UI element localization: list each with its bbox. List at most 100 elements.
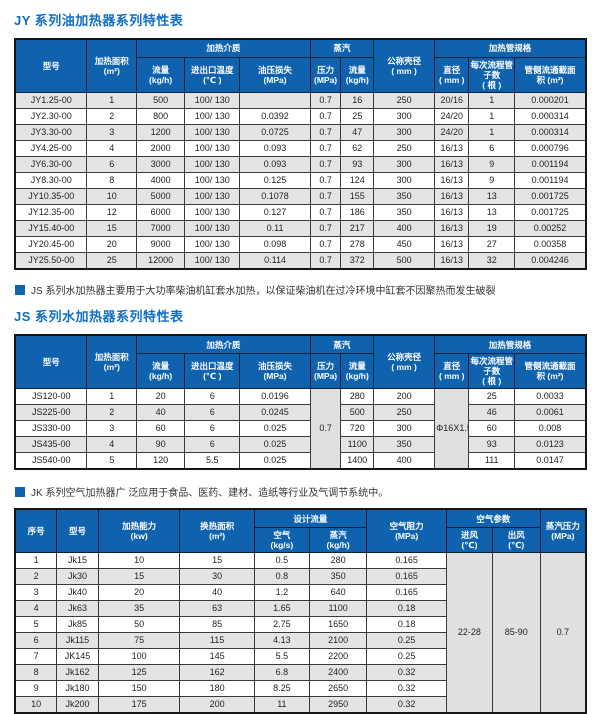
table-cell: 0.001194 — [514, 156, 587, 174]
group-design-flow: 设计流量 — [253, 508, 368, 529]
table-cell: 500 — [136, 92, 186, 110]
table-cell: JS540-00 — [14, 452, 88, 470]
col-heating-capacity: 加热能力 (kw) — [97, 508, 181, 554]
table-cell: 1.65 — [253, 600, 311, 618]
table-cell: 85 — [179, 616, 255, 634]
table-cell: Jk63 — [56, 600, 99, 618]
table-cell: 25 — [86, 252, 138, 270]
table-cell: 217 — [340, 220, 375, 238]
table-cell: 0.7 — [309, 236, 342, 254]
table-cell: 100/ 130 — [184, 172, 241, 190]
table-cell: 0.165 — [366, 552, 448, 570]
table-cell: 9 — [468, 172, 516, 190]
col-cross-section: 管侧流通截面积 (m²) — [514, 353, 587, 390]
table-cell: 2100 — [309, 632, 368, 650]
table-cell: 0.32 — [366, 696, 448, 714]
table-cell: 15 — [97, 568, 181, 586]
table-cell: 24/20 — [434, 124, 470, 142]
table-row: JS120-00 1 20 6 0.0196 0.7 280 200 Φ16X1.5 25 0.00… — [14, 388, 587, 470]
table-cell: 1 — [468, 92, 516, 110]
col-air-resistance: 空气阻力 (MPa) — [366, 508, 448, 554]
table-row: 1 Jk15 10 15 0.5 280 0.165 22-28 85-90 0.7 — [14, 552, 587, 714]
table-cell: 0.0196 — [239, 388, 311, 406]
table-cell: 300 — [373, 124, 436, 142]
table-cell: 100/ 130 — [184, 108, 241, 126]
table-row: 5 Jk85 50 85 2.75 1650 0.18 — [14, 616, 586, 634]
table-cell: 6.8 — [253, 664, 311, 682]
table-cell: 1400 — [340, 452, 375, 470]
js-note: JS 系列水加热器主要用于大功率柴油机缸套水加热，以保证柴油机在过冷环境中缸套不… — [15, 282, 587, 297]
table-cell: 16/13 — [434, 156, 470, 174]
table-cell: 4000 — [136, 172, 186, 190]
table-cell: Φ16X1.5 — [434, 388, 470, 470]
group-air-params: 空气参数 — [446, 508, 541, 529]
table-cell: 15 — [86, 220, 138, 238]
table-cell: 6000 — [136, 204, 186, 222]
table-cell: 2650 — [309, 680, 368, 698]
table-cell: 100/ 130 — [184, 252, 241, 270]
table-cell: 350 — [309, 568, 368, 586]
table-cell: 24/20 — [434, 108, 470, 126]
table-cell: 10 — [86, 188, 138, 206]
table-cell: 6 — [86, 156, 138, 174]
table-cell: 5.5 — [184, 452, 241, 470]
table-cell: 25 — [340, 108, 375, 126]
table-cell: 15 — [179, 552, 255, 570]
col-model: 型号 — [56, 508, 99, 554]
table-cell: 0.7 — [309, 188, 342, 206]
table-row: JY25.50-00 25 12000 100/ 130 0.114 0.7 372 500 1… — [14, 252, 587, 270]
table-cell: 20 — [86, 236, 138, 254]
table-cell: 5 — [14, 616, 58, 634]
table-cell: 32 — [468, 252, 516, 270]
col-air-flow: 空气 (kg/s) — [253, 527, 311, 554]
js-section-title: JS 系列水加热器系列特性表 — [14, 309, 184, 325]
table-cell: 0.11 — [239, 220, 311, 238]
table-cell: 0.025 — [239, 420, 311, 438]
table-row: JY3.30-00 3 1200 100/ 130 0.0725 0.7 47 300 24/2… — [14, 124, 587, 142]
table-cell: 0.25 — [366, 648, 448, 666]
table-cell: 100/ 130 — [184, 204, 241, 222]
col-steam-pressure: 压力 (MPa) — [309, 56, 342, 94]
table-cell: Jk115 — [56, 632, 99, 650]
col-steam-flow: 蒸汽 (kg/h) — [309, 527, 368, 554]
table-cell: 6 — [184, 436, 241, 454]
col-heating-area: 加热面积 (m²) — [86, 38, 138, 94]
table-cell: 19 — [468, 220, 516, 238]
table-cell: 9 — [14, 680, 58, 698]
table-cell: 3 — [14, 584, 58, 602]
table-cell: 100/ 130 — [184, 188, 241, 206]
table-cell: 0.7 — [309, 92, 342, 110]
table-row: JY6.30-00 6 3000 100/ 130 0.093 0.7 93 300 16/13… — [14, 156, 587, 174]
table-cell: 0.7 — [309, 204, 342, 222]
table-cell: 100/ 130 — [184, 124, 241, 142]
table-cell: 0.32 — [366, 664, 448, 682]
table-cell: 372 — [340, 252, 375, 270]
table-cell: 2400 — [309, 664, 368, 682]
table-cell: 40 — [179, 584, 255, 602]
table-cell: 250 — [373, 404, 436, 422]
group-steam: 蒸汽 — [309, 38, 375, 58]
table-row: 4 Jk63 35 63 1.65 1100 0.18 — [14, 600, 586, 618]
table-cell: JY1.25-00 — [14, 92, 88, 110]
table-cell: 1 — [86, 388, 138, 406]
table-cell: 0.0147 — [514, 452, 587, 470]
table-cell: 0.125 — [239, 172, 311, 190]
table-cell: Jk162 — [56, 664, 99, 682]
table-cell: 300 — [373, 108, 436, 126]
table-cell: 0.00358 — [514, 236, 587, 254]
table-cell: 0.165 — [366, 568, 448, 586]
col-steam-pressure: 压力 (MPa) — [309, 353, 342, 390]
table-cell: 3 — [86, 124, 138, 142]
table-cell: 93 — [468, 436, 516, 454]
table-cell: 400 — [373, 452, 436, 470]
table-cell: 7 — [14, 648, 58, 666]
col-inlet-temp: 进风 (℃) — [446, 527, 493, 554]
table-cell: JY20.45-00 — [14, 236, 88, 254]
table-cell: JK145 — [56, 648, 99, 666]
table-cell: JY25.50-00 — [14, 252, 88, 270]
table-cell: 13 — [468, 188, 516, 206]
table-cell: 46 — [468, 404, 516, 422]
table-cell: 20/16 — [434, 92, 470, 110]
table-cell: 0.093 — [239, 156, 311, 174]
col-model: 型号 — [14, 334, 88, 390]
